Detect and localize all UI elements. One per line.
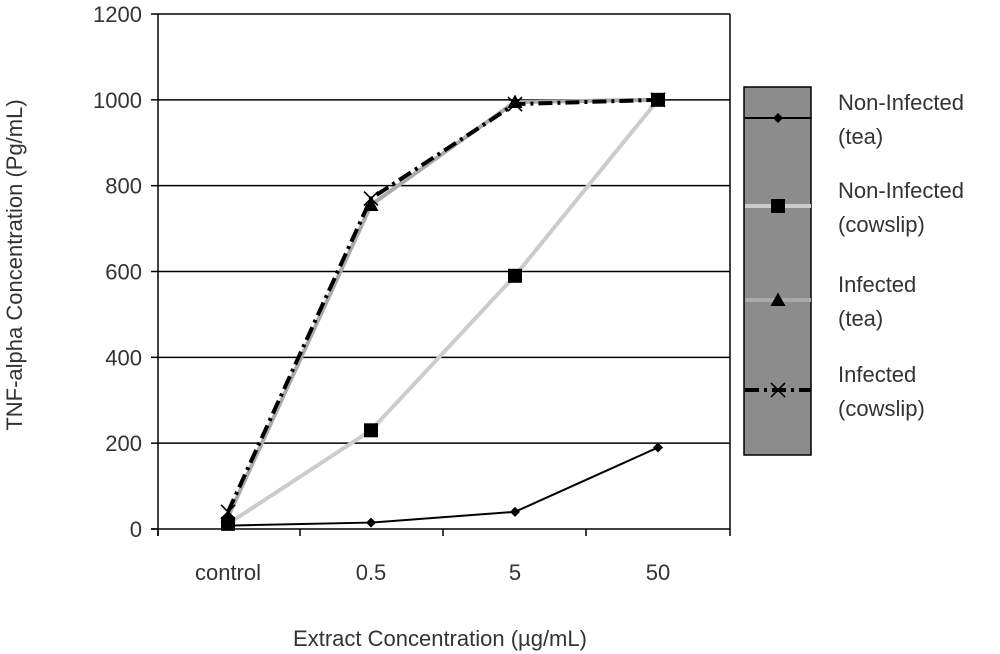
legend: Non-Infected(tea)Non-Infected(cowslip)In… [743,86,964,456]
series-0-point-3 [653,442,663,453]
x-tick-label-2: 5 [509,560,521,585]
x-tick-label-0: control [195,560,261,585]
y-axis-title: TNF-alpha Concentration (Pg/mL) [2,99,27,430]
legend-item-3-marker [770,382,786,398]
axes [151,13,731,536]
series-3-point-2 [507,96,523,112]
series-3-point-1-stroke-b [363,190,379,207]
series-1-line [226,98,660,526]
series-1-point-2 [508,268,522,283]
legend-item-3: Infected (cowslip) [745,362,925,421]
y-tick-label-1000: 1000 [93,88,142,113]
x-tick-label-3: 50 [646,560,670,585]
series-3-point-2-stroke-b [507,96,523,112]
legend-item-3-label-line1: Infected [838,362,916,387]
legend-item-0-label-line2: (tea) [838,124,883,149]
legend-swatch-panel [743,86,812,456]
series-3 [220,92,666,520]
legend-item-0-marker [773,113,783,123]
legend-item-3-label-line2: (cowslip) [838,396,925,421]
y-tick-labels: 0 200 400 600 800 1000 1200 [93,2,142,542]
series-3-point-3-stroke-b [650,92,666,108]
x-tick-label-1: 0.5 [356,560,387,585]
legend-item-3-marker-stroke-b [770,382,786,398]
legend-item-1-label-line1: Non-Infected [838,178,964,203]
y-tick-label-400: 400 [105,345,142,370]
series-0-point-1 [366,517,376,528]
series-2-point-0 [220,509,236,523]
series-3-point-0-stroke-b [220,504,236,520]
grid-lines [158,13,731,529]
y-tick-label-600: 600 [105,260,142,285]
series-0 [223,442,663,531]
y-tick-label-200: 200 [105,431,142,456]
series-0-point-2 [510,506,520,517]
legend-item-1: Non-Infected (cowslip) [745,178,964,237]
x-tick-labels: control 0.5 5 50 [195,560,670,585]
legend-item-1-marker [771,199,785,213]
series-2 [220,92,666,523]
series-3-point-3 [650,92,666,108]
series-3-point-1 [363,190,379,207]
y-tick-label-1200: 1200 [93,2,142,27]
series-1 [221,92,665,531]
legend-item-1-label-line2: (cowslip) [838,212,925,237]
series-0-line [227,446,659,527]
series-3-line [226,97,659,513]
y-tick-label-0: 0 [130,517,142,542]
x-axis-title: Extract Concentration (µg/mL) [293,626,587,651]
legend-item-2-label-line1: Infected [838,272,916,297]
legend-item-2-label-line2: (tea) [838,306,883,331]
series-1-point-1 [364,423,378,438]
legend-item-2: Infected (tea) [745,272,916,331]
y-tick-label-800: 800 [105,174,142,199]
series-2-line [226,97,659,518]
legend-item-0: Non-Infected (tea) [745,90,964,149]
series-3-point-0 [220,504,236,520]
legend-item-0-label-line1: Non-Infected [838,90,964,115]
legend-item-2-marker [770,292,786,306]
series-group [220,92,666,531]
